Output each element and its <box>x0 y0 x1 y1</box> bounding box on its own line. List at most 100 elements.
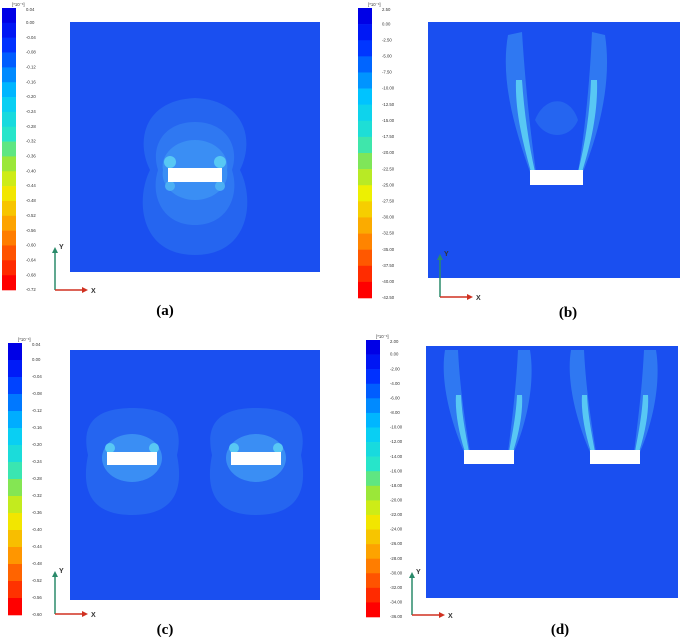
colorbar-segment <box>8 479 22 497</box>
colorbar-segment <box>366 442 380 457</box>
colorbar-segment <box>8 360 22 378</box>
colorbar-label: -0.40 <box>26 168 36 173</box>
colorbar-label: -2.50 <box>382 37 392 42</box>
colorbar-label: -12.00 <box>390 439 403 444</box>
colorbar-segment <box>366 514 380 530</box>
colorbar-label: -0.48 <box>26 198 36 203</box>
colorbar-label: -0.52 <box>26 213 36 218</box>
axis-label-x: X <box>448 613 453 620</box>
colorbar-label: -42.50 <box>382 295 395 300</box>
colorbar-segment <box>8 564 22 582</box>
colorbar-segment <box>2 22 16 38</box>
colorbar-label: -17.50 <box>382 134 395 139</box>
colorbar-segment <box>366 529 380 545</box>
colorbar-segment <box>8 377 22 395</box>
colorbar-label: -0.24 <box>32 459 42 464</box>
colorbar-segment <box>358 185 372 202</box>
colorbar-segment <box>8 343 22 361</box>
colorbar-label: -0.60 <box>26 243 36 248</box>
colorbar-label: -28.00 <box>390 556 403 561</box>
contour-plot <box>426 346 678 598</box>
colorbar-label: -0.20 <box>26 94 36 99</box>
colorbar-segment <box>8 547 22 565</box>
colorbar-label: -0.44 <box>32 544 42 549</box>
colorbar-label: -0.32 <box>26 139 36 144</box>
colorbar-segment <box>2 245 16 261</box>
colorbar-segment <box>366 412 380 428</box>
colorbar-label: 0.00 <box>382 21 391 26</box>
colorbar-segment <box>366 354 380 370</box>
colorbar-segment <box>358 88 372 105</box>
colorbar-segment <box>358 120 372 138</box>
colorbar-segment <box>366 602 380 618</box>
colorbar-label: -10.00 <box>390 425 403 430</box>
colorbar-label: -2.00 <box>390 366 400 371</box>
axis-label-x: X <box>91 288 96 295</box>
colorbar-label: -25.00 <box>382 182 395 187</box>
colorbar-segment <box>2 111 16 128</box>
colorbar-label: -22.00 <box>390 512 403 517</box>
colorbar-segment <box>8 530 22 548</box>
colorbar-label: -15.00 <box>382 118 395 123</box>
colorbar-segment <box>2 8 16 24</box>
colorbar-segment <box>2 230 16 246</box>
colorbar-label: -0.04 <box>32 374 42 379</box>
colorbar-label: -0.16 <box>32 425 42 430</box>
colorbar-label: -14.00 <box>390 454 403 459</box>
colorbar-segment <box>366 544 380 559</box>
contour-plot <box>70 350 320 600</box>
colorbar-segment <box>8 496 22 514</box>
arrow-head <box>439 612 445 618</box>
colorbar-label: -20.00 <box>382 150 395 155</box>
colorbar-segment <box>358 24 372 41</box>
colorbar-segment <box>2 97 16 113</box>
contour-plot <box>428 22 680 278</box>
arrow-head <box>52 571 58 577</box>
colorbar-label: -0.24 <box>26 109 36 114</box>
colorbar-label: -0.36 <box>32 510 42 515</box>
colorbar-segment <box>8 394 22 412</box>
colorbar-segment <box>8 598 22 616</box>
colorbar-unit: [*10⁻³] <box>12 2 25 7</box>
axis-label-y: Y <box>59 244 64 251</box>
colorbar-label: -0.20 <box>32 442 42 447</box>
colorbar-label: -0.28 <box>32 476 42 481</box>
colorbar-label: -32.00 <box>390 585 403 590</box>
caption: (c) <box>157 622 174 638</box>
colorbar-segment <box>366 340 380 355</box>
colorbar-label: 0.04 <box>32 342 41 347</box>
colorbar-segment <box>358 8 372 25</box>
colorbar-segment <box>366 471 380 487</box>
colorbar-label: -5.00 <box>382 53 392 58</box>
colorbar-label: -30.00 <box>390 570 403 575</box>
caption: (a) <box>156 303 174 319</box>
colorbar-segment <box>358 201 372 218</box>
axis-label-x: X <box>476 295 481 302</box>
colorbar-segment <box>358 56 372 73</box>
colorbar-segment <box>8 513 22 531</box>
colorbar-unit: [*10⁻³] <box>368 2 381 7</box>
colorbar-segment <box>358 72 372 89</box>
colorbar-segment <box>8 411 22 429</box>
colorbar-label: -0.56 <box>26 228 36 233</box>
colorbar-label: -22.50 <box>382 166 395 171</box>
colorbar-label: -40.00 <box>382 279 395 284</box>
colorbar-label: -27.50 <box>382 198 395 203</box>
axis-label-y: Y <box>59 568 64 575</box>
colorbar-segment <box>366 456 380 472</box>
colorbar-label: -0.48 <box>32 561 42 566</box>
colorbar-segment <box>358 249 372 267</box>
colorbar-segment <box>358 265 372 283</box>
colorbar-segment <box>2 186 16 202</box>
colorbar-label: -34.00 <box>390 600 403 605</box>
colorbar-label: -12.50 <box>382 102 395 107</box>
colorbar-label: -0.44 <box>26 183 36 188</box>
contour-plot <box>70 22 320 272</box>
colorbar-unit: [*10⁻³] <box>376 334 389 339</box>
colorbar-segment <box>8 581 22 599</box>
colorbar-label: -26.00 <box>390 541 403 546</box>
colorbar-label: 0.00 <box>26 20 35 25</box>
colorbar-segment <box>2 37 16 53</box>
colorbar-label: -10.00 <box>382 86 395 91</box>
